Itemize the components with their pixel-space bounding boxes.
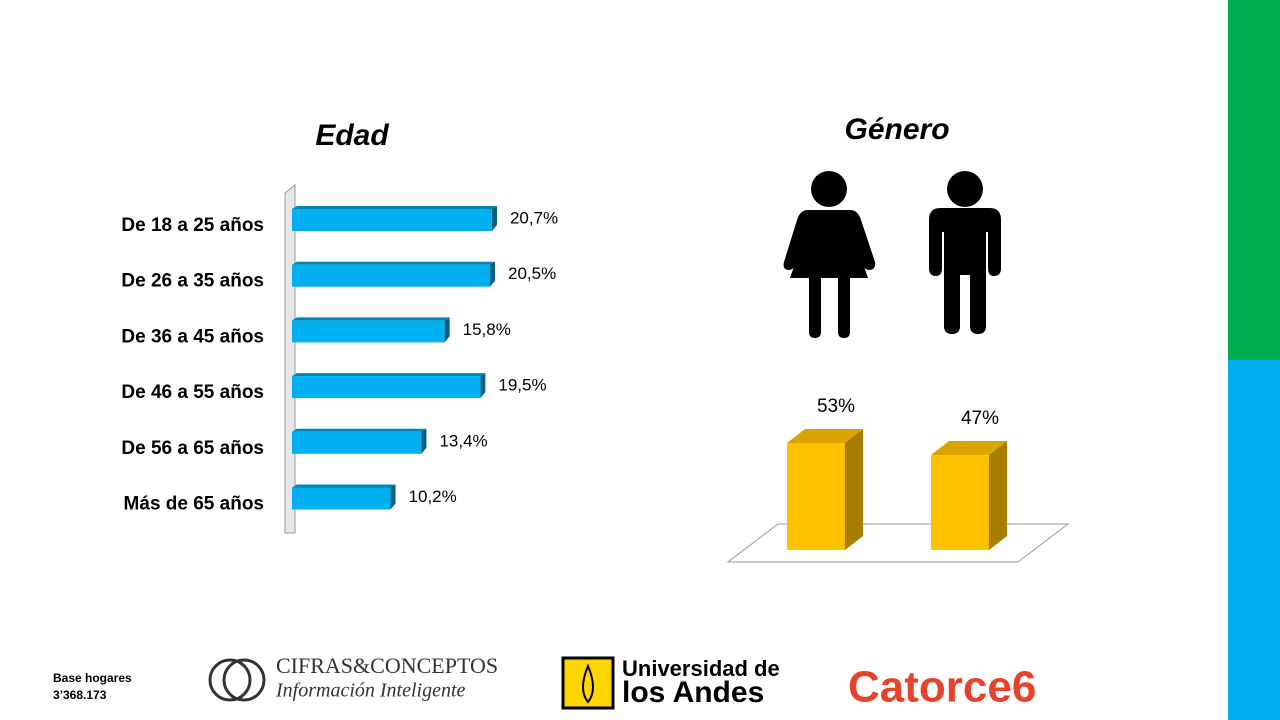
logo-text: Universidad de [622, 656, 780, 681]
value-label: 53% [817, 396, 855, 417]
footer-note: 3’368.173 [53, 688, 107, 702]
category-label: De 36 a 45 años [121, 326, 264, 347]
bar-top [292, 261, 496, 265]
logo-text: CIFRAS&CONCEPTOS [276, 653, 498, 678]
bar-side [845, 428, 863, 550]
accent-blue [1228, 360, 1280, 720]
bar [292, 431, 422, 454]
catorce-logo: Catorce6 [848, 663, 1036, 712]
bar-side [444, 317, 450, 343]
bar [931, 455, 989, 550]
value-label: 19,5% [498, 376, 546, 395]
bar-top [292, 428, 427, 432]
logo-text: los Andes [622, 676, 764, 709]
logo-text: Información Inteligente [275, 680, 466, 702]
value-label: 10,2% [409, 487, 457, 506]
cifras-logo: CIFRAS&CONCEPTOS Información Inteligente [208, 653, 498, 702]
bar-side [989, 441, 1007, 550]
accent-green [1228, 0, 1280, 360]
bar-side [421, 428, 427, 454]
bar-top [292, 373, 486, 377]
category-label: De 56 a 65 años [121, 438, 264, 459]
bar [292, 264, 491, 287]
category-label: De 46 a 55 años [121, 382, 264, 403]
category-label: De 26 a 35 años [121, 271, 264, 292]
bar [292, 487, 391, 510]
value-label: 20,7% [510, 208, 558, 227]
woman-icon [783, 171, 876, 338]
value-label: 15,8% [463, 320, 511, 339]
bar [292, 209, 492, 231]
value-label: 20,5% [508, 264, 556, 283]
value-label: 47% [961, 408, 999, 429]
man-icon [929, 171, 1001, 334]
bar-side [490, 261, 496, 287]
chart-title: Edad [315, 119, 389, 152]
bar-floor [726, 523, 1070, 563]
category-label: Más de 65 años [124, 494, 264, 515]
bar-side [491, 206, 497, 231]
bar-top [292, 206, 497, 209]
bar-top [292, 484, 396, 488]
bar-top [931, 441, 1007, 456]
category-label: De 18 a 25 años [121, 215, 264, 236]
bar [292, 320, 445, 343]
footer-note: Base hogares [53, 671, 132, 685]
value-label: 13,4% [439, 431, 487, 450]
bar-side [390, 484, 396, 510]
bar [292, 376, 481, 399]
andes-logo: Universidad de los Andes [561, 656, 780, 710]
bar-top [292, 317, 450, 321]
bar-side [480, 373, 486, 399]
bar-top [787, 428, 863, 443]
chart-title: Género [844, 113, 949, 146]
bar [787, 442, 845, 550]
bar-backplate [284, 183, 296, 534]
